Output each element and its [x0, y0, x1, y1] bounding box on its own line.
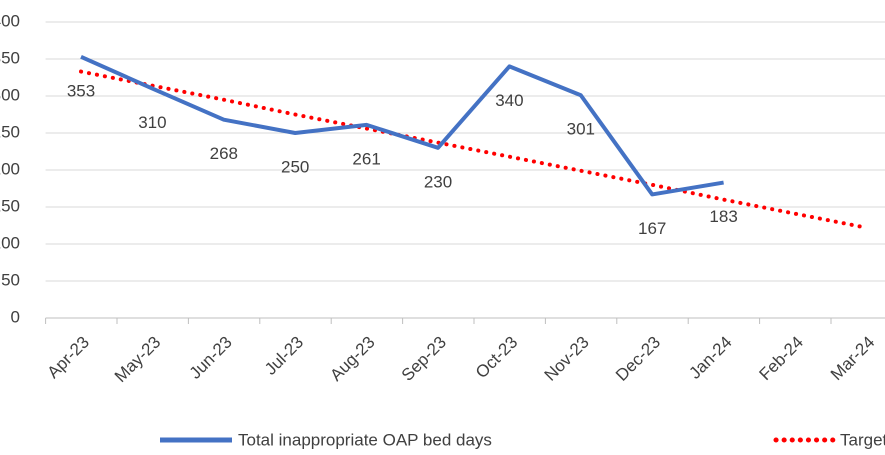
- x-tick-label: May-23: [111, 333, 165, 387]
- data-label: 301: [567, 120, 595, 139]
- legend-label: Total inappropriate OAP bed days: [238, 430, 492, 449]
- y-tick-label: 200: [0, 159, 20, 178]
- x-tick-label: Feb-24: [755, 333, 807, 385]
- y-tick-label: 350: [0, 48, 20, 67]
- series-line: [79, 69, 869, 230]
- y-tick-label: 250: [0, 122, 20, 141]
- y-tick-label: 0: [11, 307, 20, 326]
- x-tick-label: Nov-23: [541, 333, 593, 385]
- data-label: 340: [495, 91, 523, 110]
- data-label: 261: [352, 149, 380, 168]
- y-tick-label: 300: [0, 85, 20, 104]
- data-label: 353: [67, 81, 95, 100]
- legend-label: Target: [840, 430, 885, 449]
- x-tick-label: Apr-23: [43, 333, 93, 383]
- x-tick-label: Dec-23: [612, 333, 664, 385]
- y-tick-label: 50: [1, 270, 20, 289]
- x-tick-label: Jun-23: [186, 333, 236, 383]
- data-label: 230: [424, 172, 452, 191]
- data-label: 167: [638, 219, 666, 238]
- data-label: 183: [709, 207, 737, 226]
- y-tick-label: 150: [0, 196, 20, 215]
- series-line: [80, 54, 724, 197]
- y-tick-label: 400: [0, 11, 20, 30]
- y-tick-label: 100: [0, 233, 20, 252]
- data-label: 310: [138, 113, 166, 132]
- x-tick-label: Jan-24: [685, 333, 735, 383]
- x-tick-label: Sep-23: [398, 333, 450, 385]
- x-tick-label: Oct-23: [472, 333, 522, 383]
- data-label: 268: [210, 144, 238, 163]
- data-label: 250: [281, 157, 309, 176]
- x-tick-label: Aug-23: [326, 333, 378, 385]
- x-tick-label: Jul-23: [261, 333, 307, 379]
- x-tick-label: Mar-24: [827, 333, 879, 385]
